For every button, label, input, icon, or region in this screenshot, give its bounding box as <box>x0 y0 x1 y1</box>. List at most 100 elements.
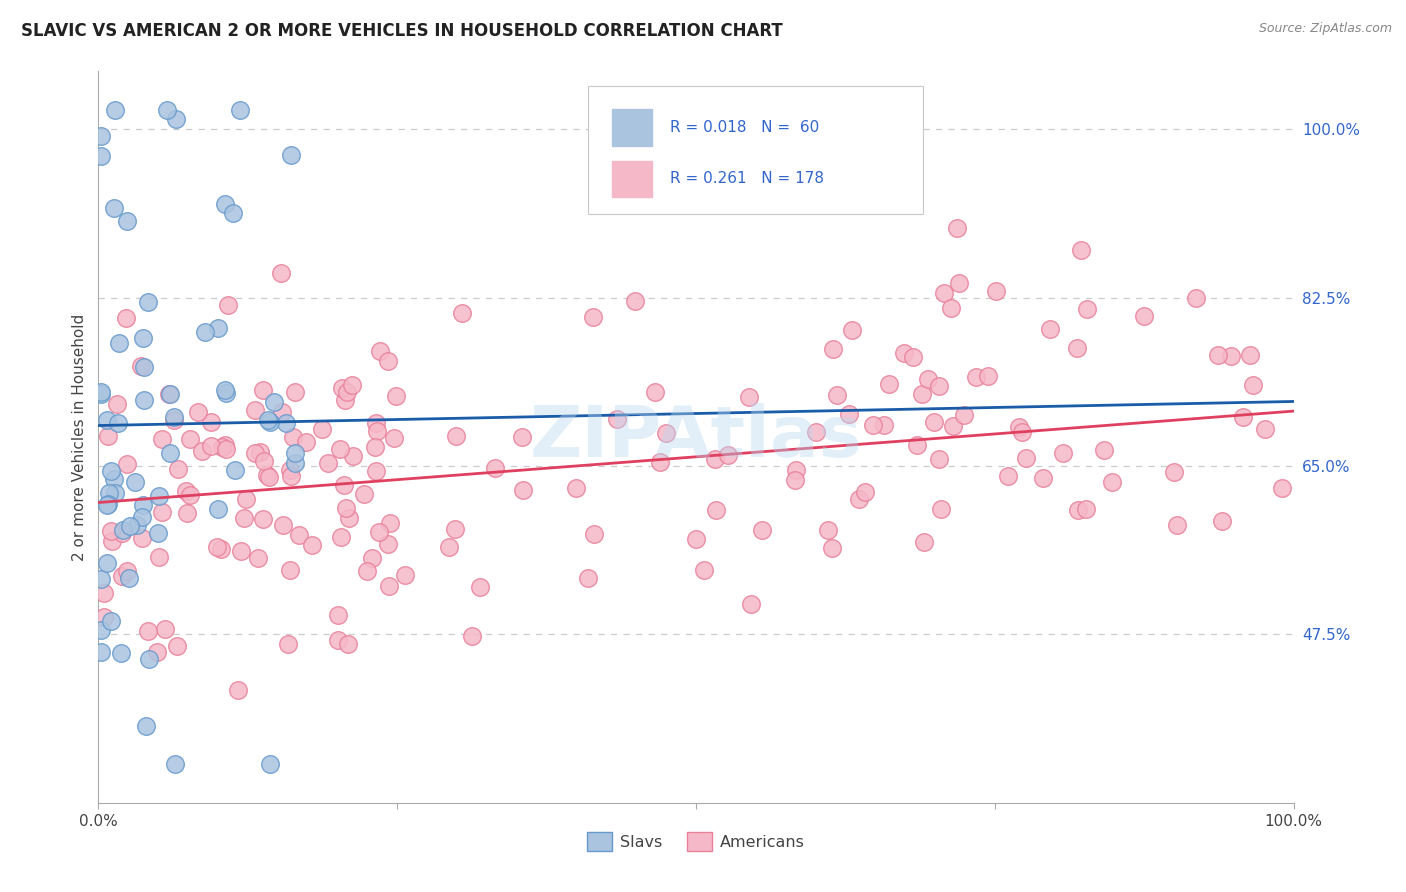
Slavs <box>263 395 285 409</box>
Slavs <box>115 214 138 228</box>
Americans <box>740 597 762 611</box>
Americans <box>329 442 352 456</box>
Americans <box>917 371 939 385</box>
Americans <box>330 530 353 544</box>
Americans <box>565 481 588 495</box>
Slavs <box>148 489 170 503</box>
Slavs <box>127 518 149 533</box>
Americans <box>167 462 190 476</box>
Americans <box>278 463 301 477</box>
Americans <box>342 449 364 463</box>
Americans <box>873 417 896 432</box>
Americans <box>115 310 138 325</box>
Americans <box>825 388 848 402</box>
Slavs <box>110 646 132 660</box>
Slavs <box>108 335 131 350</box>
Americans <box>942 418 965 433</box>
Americans <box>356 564 378 578</box>
Americans <box>644 384 666 399</box>
Americans <box>823 342 845 356</box>
Americans <box>150 505 173 519</box>
Americans <box>340 377 363 392</box>
Slavs <box>276 417 298 431</box>
Americans <box>905 438 928 452</box>
Americans <box>368 525 391 540</box>
Americans <box>582 310 605 324</box>
Slavs <box>162 409 184 424</box>
Slavs <box>131 510 153 524</box>
Americans <box>378 579 401 593</box>
Slavs <box>96 498 118 512</box>
Americans <box>751 523 773 537</box>
Americans <box>444 522 467 536</box>
Slavs <box>207 502 229 516</box>
Slavs <box>259 757 281 772</box>
Americans <box>333 478 356 492</box>
Americans <box>911 386 934 401</box>
Slavs <box>159 445 181 459</box>
Americans <box>100 524 122 538</box>
Americans <box>211 440 233 454</box>
Americans <box>101 533 124 548</box>
Slavs <box>132 498 155 512</box>
Americans <box>685 532 707 546</box>
Slavs <box>90 386 112 401</box>
Americans <box>378 516 401 530</box>
Slavs <box>229 103 252 117</box>
Americans <box>214 438 236 452</box>
Americans <box>252 383 274 397</box>
Americans <box>337 511 360 525</box>
Americans <box>1166 518 1188 533</box>
Slavs <box>90 128 112 143</box>
Americans <box>377 536 399 550</box>
Americans <box>277 636 299 650</box>
Americans <box>922 415 945 429</box>
Americans <box>1067 503 1090 517</box>
Americans <box>848 492 870 507</box>
Americans <box>209 542 232 557</box>
Slavs <box>90 572 112 586</box>
Slavs <box>124 475 146 489</box>
Americans <box>278 563 301 577</box>
Americans <box>1052 446 1074 460</box>
Americans <box>893 345 915 359</box>
Slavs <box>107 416 129 430</box>
Americans <box>243 403 266 417</box>
Slavs <box>214 197 236 211</box>
Slavs <box>98 486 121 500</box>
Americans <box>1206 348 1229 362</box>
Americans <box>821 541 844 556</box>
Americans <box>1271 482 1294 496</box>
Slavs <box>103 201 125 215</box>
Americans <box>928 452 950 467</box>
Slavs <box>100 614 122 628</box>
Americans <box>364 441 387 455</box>
Slavs <box>214 384 236 398</box>
Americans <box>280 469 302 483</box>
Americans <box>157 387 180 401</box>
Americans <box>215 442 238 456</box>
Americans <box>377 354 399 368</box>
Americans <box>977 369 1000 384</box>
Americans <box>1185 291 1208 305</box>
Slavs <box>138 652 160 666</box>
Americans <box>1211 514 1233 528</box>
Americans <box>953 409 976 423</box>
Slavs <box>256 412 278 426</box>
Americans <box>1241 377 1264 392</box>
Americans <box>394 568 416 582</box>
Americans <box>1232 410 1254 425</box>
Americans <box>176 506 198 520</box>
Americans <box>1015 451 1038 466</box>
Americans <box>650 455 672 469</box>
Slavs <box>132 392 155 407</box>
Y-axis label: 2 or more Vehicles in Household: 2 or more Vehicles in Household <box>72 313 87 561</box>
Americans <box>838 407 860 421</box>
Americans <box>948 276 970 290</box>
Americans <box>229 543 252 558</box>
Americans <box>877 376 900 391</box>
Americans <box>153 622 176 636</box>
Text: ZIPAtlas: ZIPAtlas <box>530 402 862 472</box>
Americans <box>330 381 353 395</box>
Slavs <box>97 497 120 511</box>
